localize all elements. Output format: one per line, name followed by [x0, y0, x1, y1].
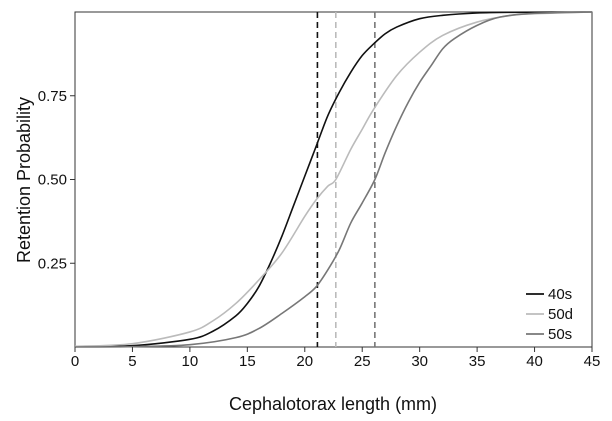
x-tick-label: 25 — [354, 353, 371, 370]
x-tick-label: 15 — [239, 353, 256, 370]
y-axis-ticks: 0.25 0.50 0.75 — [38, 88, 75, 272]
x-tick-label: 10 — [182, 353, 199, 370]
y-tick-label: 0.25 — [38, 255, 67, 272]
legend-label-50s: 50s — [548, 326, 572, 343]
median-lines-group — [316, 12, 376, 347]
x-tick-label: 40 — [526, 353, 543, 370]
series-line-50d — [74, 11, 593, 348]
y-tick-label: 0.50 — [38, 172, 67, 189]
plot-area — [74, 11, 593, 348]
x-tick-label: 35 — [469, 353, 486, 370]
x-axis-title: Cephalotorax length (mm) — [229, 394, 437, 414]
x-tick-label: 30 — [411, 353, 428, 370]
series-curves-group — [74, 11, 593, 348]
x-tick-label: 5 — [128, 353, 136, 370]
y-axis-title: Retention Probability — [14, 97, 34, 263]
y-tick-label: 0.75 — [38, 88, 67, 105]
series-line-50s — [74, 11, 593, 348]
x-tick-label: 20 — [296, 353, 313, 370]
x-tick-label: 45 — [584, 353, 601, 370]
legend-label-40s: 40s — [548, 286, 572, 303]
legend: 40s 50d 50s — [526, 286, 573, 343]
legend-label-50d: 50d — [548, 306, 573, 323]
series-line-40s — [74, 11, 593, 348]
x-axis-ticks: 0 5 10 15 20 25 30 35 40 45 — [71, 347, 601, 370]
x-tick-label: 0 — [71, 353, 79, 370]
